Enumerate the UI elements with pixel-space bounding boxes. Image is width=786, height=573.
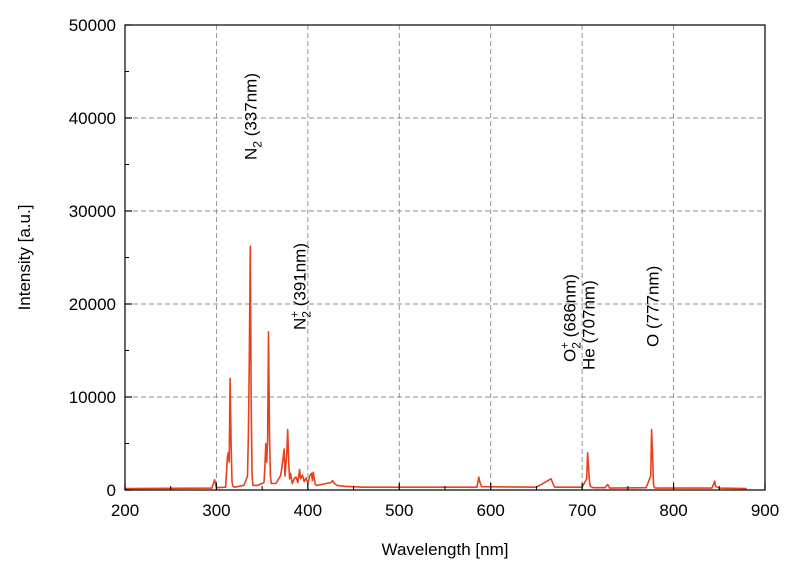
x-tick-label: 500 — [385, 501, 413, 520]
axis-ticks: 200 300 400 500 600 700 800 900 0 10000 20000 30000… — [69, 16, 779, 520]
x-tick-label: 200 — [111, 501, 139, 520]
x-tick-label: 400 — [294, 501, 322, 520]
peak-annotation: N2 (337nm) — [241, 73, 264, 160]
y-tick-label: 30000 — [69, 202, 116, 221]
peak-annotation: O2+ (686nm) — [557, 274, 583, 362]
x-tick-label: 800 — [659, 501, 687, 520]
x-tick-label: 600 — [477, 501, 505, 520]
series-layer — [124, 245, 747, 490]
y-tick-label: 40000 — [69, 109, 116, 128]
y-tick-label: 10000 — [69, 388, 116, 407]
x-tick-label: 700 — [568, 501, 596, 520]
peak-annotation: N2+ (391nm) — [288, 243, 314, 330]
x-tick-label: 300 — [202, 501, 230, 520]
peak-annotation: He (707nm) — [580, 280, 599, 370]
y-tick-label: 20000 — [69, 295, 116, 314]
annotations: N2 (337nm) N2+ (391nm) O2+ (686nm) He (707n… — [241, 73, 662, 370]
plot-frame — [124, 24, 766, 491]
spectrum-line — [124, 245, 747, 490]
y-tick-label: 50000 — [69, 16, 116, 35]
grid-lines — [125, 25, 765, 490]
y-tick-label: 0 — [107, 481, 116, 500]
x-axis-title: Wavelength [nm] — [382, 540, 509, 559]
x-tick-label: 900 — [751, 501, 779, 520]
peak-annotation: O (777nm) — [644, 266, 663, 347]
y-axis-title: Intensity [a.u.] — [15, 205, 34, 311]
